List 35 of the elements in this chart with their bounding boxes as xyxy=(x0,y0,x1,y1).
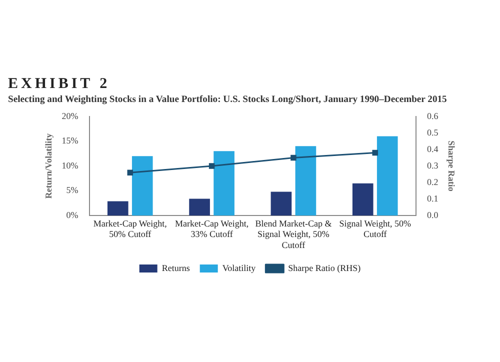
legend-label: Returns xyxy=(162,262,190,273)
y2-tick-label: 0.5 xyxy=(426,127,439,138)
y-tick-label: 15% xyxy=(62,136,79,146)
y2-tick-label: 0.3 xyxy=(426,160,439,170)
bar xyxy=(270,192,292,216)
y-axis-title: Return/Volatility xyxy=(44,132,54,199)
x-tick-label: Blend Market-Cap & Signal Weight, 50% Cutoff xyxy=(255,218,332,250)
y-tick-label: 0% xyxy=(66,210,79,220)
legend-label: Volatility xyxy=(222,262,256,273)
bar xyxy=(295,146,316,216)
bar xyxy=(376,136,398,216)
bar xyxy=(352,183,374,216)
y-tick-label: 10% xyxy=(62,160,79,170)
y-tick-label: 20% xyxy=(62,110,79,121)
bar xyxy=(214,151,234,216)
y2-tick-label: 0.1 xyxy=(426,193,438,204)
point xyxy=(208,163,215,169)
y2-tick-label: 0.4 xyxy=(426,144,439,154)
point xyxy=(372,150,378,156)
point xyxy=(127,170,133,176)
point xyxy=(290,154,296,161)
bar xyxy=(189,198,210,216)
x-tick-label: Market-Cap Weight, 50% Cutoff xyxy=(93,218,167,240)
y2-tick-label: 0.0 xyxy=(426,210,439,220)
chart-subtitle: Selecting and Weighting Stocks in a Value Portfolio: U.S. Stocks Long/Short, January 1990–December 2015 xyxy=(8,94,447,105)
y2-axis-title: Sharpe Ratio xyxy=(446,140,456,192)
y2-tick-label: 0.6 xyxy=(426,110,439,121)
x-tick-label: Signal Weight, 50% Cutoff xyxy=(339,218,412,240)
y-tick-label: 5% xyxy=(66,185,79,196)
bar xyxy=(107,201,128,216)
x-tick-label: Market-Cap Weight, 33% Cutoff xyxy=(174,218,249,240)
legend-label: Sharpe Ratio (RHS) xyxy=(288,262,361,273)
chart-title: EXHIBIT 2 xyxy=(8,76,110,93)
y2-tick-label: 0.2 xyxy=(426,176,438,187)
bar xyxy=(132,156,153,216)
